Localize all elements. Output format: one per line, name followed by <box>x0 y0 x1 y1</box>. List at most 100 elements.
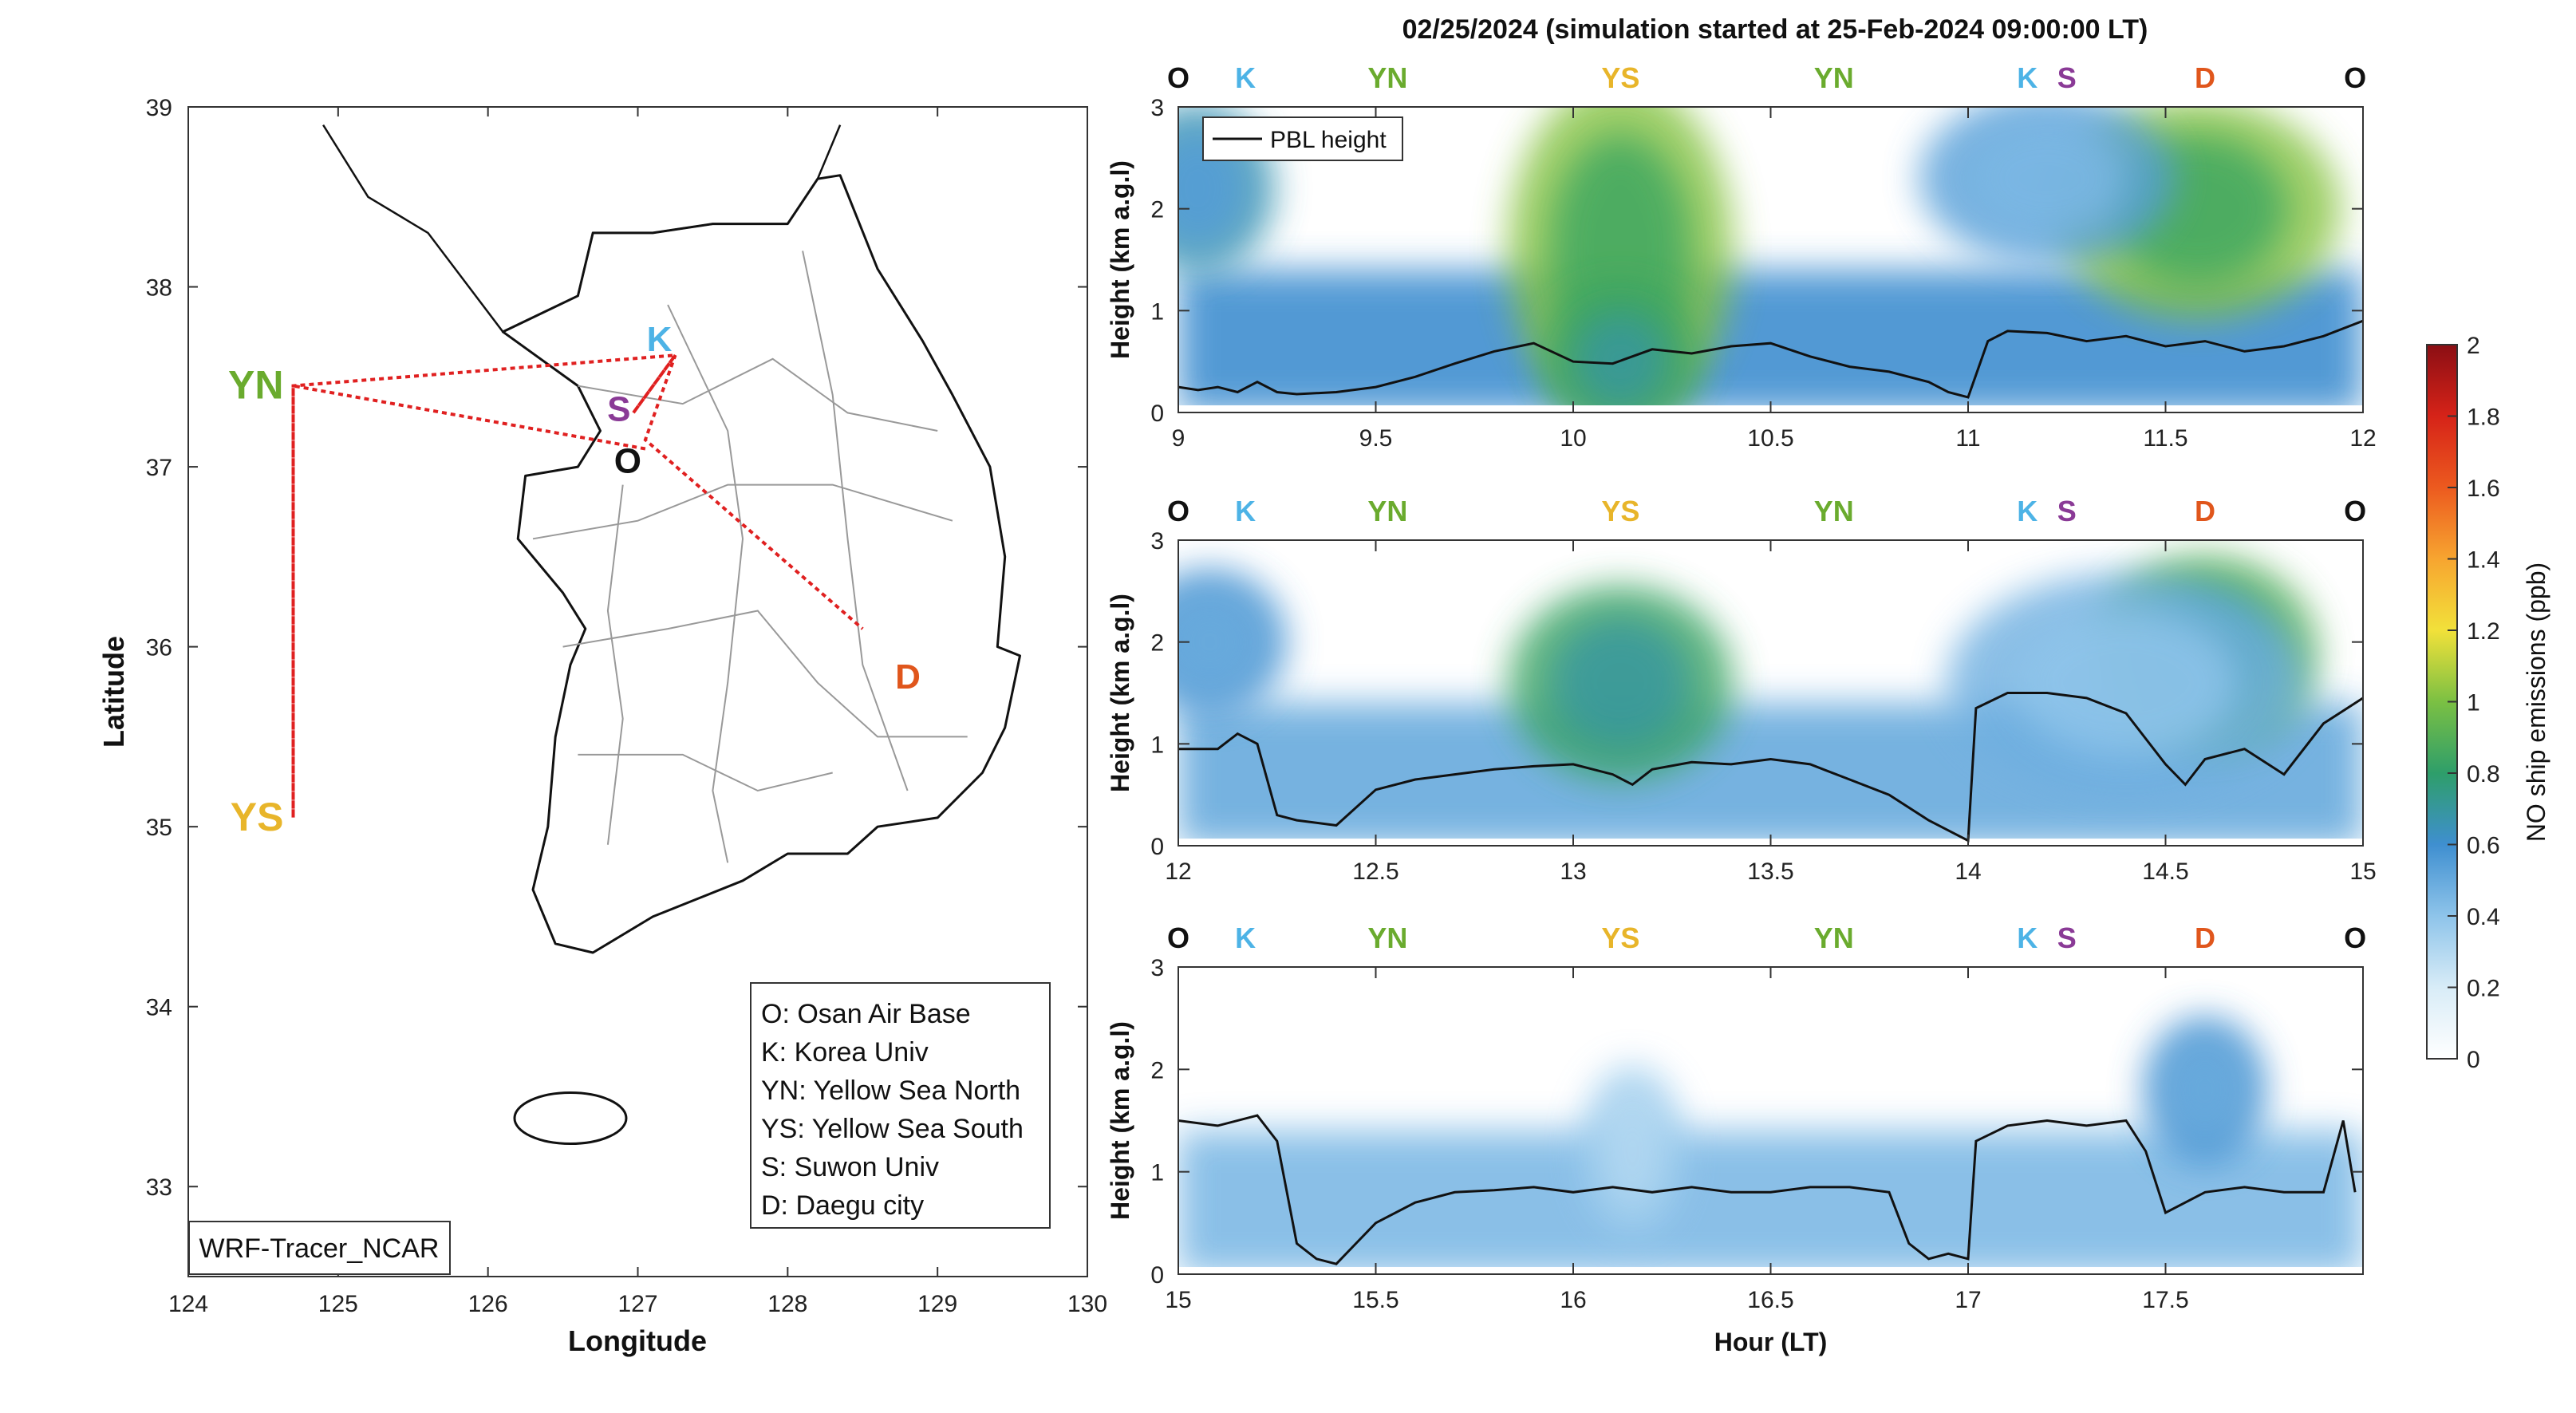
y-tick-label: 1 <box>1150 732 1164 758</box>
y-tick-label: 3 <box>1150 528 1164 555</box>
colorbar-ticks: 0 0.2 0.4 0.6 0.8 1 1.2 1.4 1.6 1.8 2 <box>2448 333 2500 1073</box>
x-tick-label: 12 <box>1165 858 1191 885</box>
province-border <box>562 610 968 738</box>
map-y-tick-label: 36 <box>146 635 172 661</box>
map-x-tick-label: 125 <box>318 1291 358 1317</box>
y-axis-label: Height (km a.g.l) <box>1106 160 1134 359</box>
y-tick-label: 2 <box>1150 1057 1164 1083</box>
pbl-legend-label: PBL height <box>1270 127 1387 153</box>
flight-route <box>291 353 864 818</box>
y-tick-label: 0 <box>1150 834 1164 860</box>
location-legend-item: YS: Yellow Sea South <box>761 1114 1024 1144</box>
top-label-d: D <box>2195 922 2215 954</box>
province-border <box>667 304 744 863</box>
top-label-ys: YS <box>1601 495 1639 527</box>
x-tick-label: 15.5 <box>1352 1287 1398 1313</box>
y-tick-label: 2 <box>1150 630 1164 657</box>
map-x-tick-label: 129 <box>917 1291 957 1317</box>
top-label-o: O <box>2344 61 2366 94</box>
y-axis-label: Height (km a.g.l) <box>1106 594 1134 792</box>
route-path <box>291 353 864 818</box>
pbl-legend: PBL height <box>1202 116 1403 161</box>
location-legend-item: D: Daegu city <box>761 1190 924 1221</box>
top-label-yn: YN <box>1367 922 1407 954</box>
y-axis-label: Height (km a.g.l) <box>1106 1021 1134 1220</box>
top-label-ys: YS <box>1601 61 1639 94</box>
location-legend-item: YN: Yellow Sea North <box>761 1076 1020 1106</box>
figure-title: 02/25/2024 (simulation started at 25-Feb… <box>1402 14 2148 45</box>
top-label-k: K <box>2017 922 2038 954</box>
top-label-o: O <box>2344 495 2366 527</box>
province-border <box>578 753 833 792</box>
y-tick-label: 0 <box>1150 1262 1164 1289</box>
map-x-tick-label: 124 <box>168 1291 208 1317</box>
top-label-yn: YN <box>1814 495 1854 527</box>
top-label-o: O <box>1167 61 1189 94</box>
jeju-island <box>513 1091 628 1146</box>
colorbar-label: NO ship emissions (ppb) <box>2522 562 2550 842</box>
map-y-tick-label: 34 <box>146 995 172 1021</box>
plume-core <box>2167 1040 2243 1139</box>
x-tick-label: 17 <box>1955 1287 1981 1313</box>
map-y-tick-label: 33 <box>146 1174 172 1201</box>
top-label-s: S <box>2057 61 2077 94</box>
y-tick-label: 0 <box>1150 401 1164 427</box>
colorbar-tick-label: 0.4 <box>2467 904 2500 930</box>
location-labels: YN YS KSO D <box>228 320 921 839</box>
map-y-tick-label: 35 <box>146 815 172 841</box>
pbl-height-line <box>1178 692 2363 843</box>
x-tick-label: 12.5 <box>1352 858 1398 885</box>
heatmap-panel-3: 15 15.5 16 16.5 17 17.5 0 1 2 3 Height (km a.g.l) H… <box>1106 922 2366 1356</box>
plume-core <box>1178 593 1257 691</box>
top-label-k: K <box>2017 61 2038 94</box>
y-tick-label: 3 <box>1150 955 1164 981</box>
map-x-tick-label: 130 <box>1067 1291 1107 1317</box>
x-tick-label: 15 <box>2349 858 2376 885</box>
top-label-yn: YN <box>1367 61 1407 94</box>
top-label-k: K <box>2017 495 2038 527</box>
x-tick-label: 10 <box>1560 425 1586 452</box>
x-tick-label: 14.5 <box>2142 858 2188 885</box>
x-tick-label: 17.5 <box>2142 1287 2188 1313</box>
map-x-tick-label: 128 <box>767 1291 807 1317</box>
colorbar-tick-label: 1.8 <box>2467 405 2500 431</box>
plume-core <box>1968 120 2126 235</box>
colorbar-tick-label: 2 <box>2467 333 2480 359</box>
south-korea-coastline <box>501 174 1021 954</box>
map-x-tick-label: 126 <box>468 1291 508 1317</box>
korea-map <box>322 124 1021 1146</box>
map-x-label: Longitude <box>568 1324 707 1357</box>
map-location-d: D <box>895 657 921 697</box>
province-border <box>802 251 909 791</box>
colorbar-tick-label: 0.2 <box>2467 976 2500 1002</box>
y-tick-label: 1 <box>1150 298 1164 325</box>
map-location-ys: YS <box>231 795 284 839</box>
plume-core <box>1551 618 1690 748</box>
top-label-k: K <box>1235 61 1256 94</box>
map-location-yn: YN <box>228 363 283 408</box>
colorbar-tick-label: 1.6 <box>2467 476 2500 502</box>
map-location-k: K <box>647 320 673 359</box>
province-border <box>532 483 953 540</box>
x-tick-label: 11.5 <box>2143 425 2187 452</box>
top-label-o: O <box>1167 922 1189 954</box>
model-label: WRF-Tracer_NCAR <box>199 1233 440 1264</box>
x-tick-label: 9.5 <box>1359 425 1393 452</box>
top-label-k: K <box>1235 495 1256 527</box>
map-location-o: O <box>614 442 641 481</box>
location-legend-item: K: Korea Univ <box>761 1037 929 1068</box>
model-label-box: WRF-Tracer_NCAR <box>188 1221 451 1275</box>
top-label-s: S <box>2057 495 2077 527</box>
x-axis-label: Hour (LT) <box>1714 1328 1828 1356</box>
colorbar-tick-label: 1 <box>2467 690 2480 716</box>
colorbar: 0 0.2 0.4 0.6 0.8 1 1.2 1.4 1.6 1.8 2 NO ship emis… <box>2426 333 2550 1073</box>
location-legend-item: O: Osan Air Base <box>761 999 971 1029</box>
top-label-o: O <box>1167 495 1189 527</box>
top-label-d: D <box>2195 61 2215 94</box>
y-tick-label: 2 <box>1150 197 1164 223</box>
colorbar-tick-label: 0.8 <box>2467 761 2500 787</box>
